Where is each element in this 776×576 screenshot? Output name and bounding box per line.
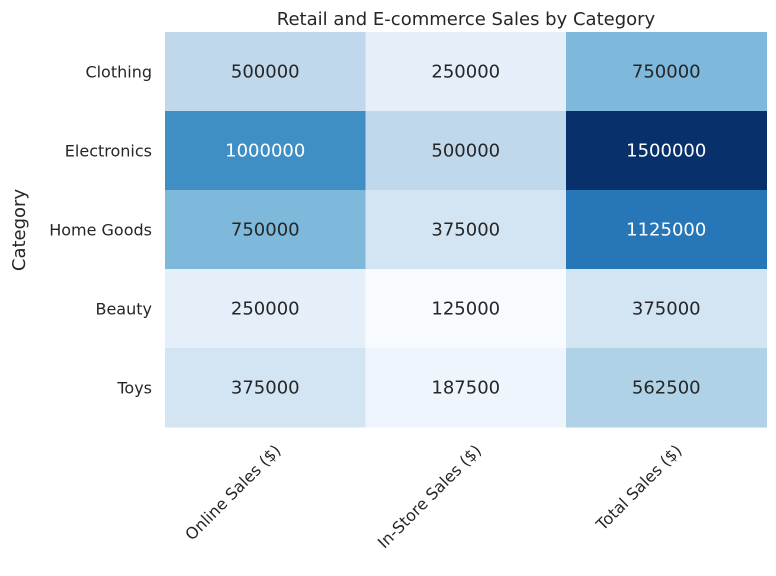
heatmap-cell bbox=[566, 269, 767, 349]
cell-value-label: 562500 bbox=[632, 378, 701, 399]
x-tick-label: In-Store Sales ($) bbox=[374, 441, 485, 552]
cell-value-label: 1500000 bbox=[626, 141, 706, 162]
cell-value-label: 500000 bbox=[431, 141, 500, 162]
cell-value-label: 125000 bbox=[431, 299, 500, 320]
cell-value-label: 250000 bbox=[431, 62, 500, 83]
y-tick-label: Beauty bbox=[95, 300, 152, 319]
heatmap-cell bbox=[566, 111, 767, 191]
heatmap-cell bbox=[566, 348, 767, 428]
cell-value-label: 750000 bbox=[632, 62, 701, 83]
cell-value-label: 375000 bbox=[632, 299, 701, 320]
heatmap-cell bbox=[365, 348, 567, 428]
chart-title: Retail and E-commerce Sales by Category bbox=[277, 9, 656, 30]
heatmap-cell bbox=[566, 190, 767, 270]
heatmap-cell bbox=[165, 190, 366, 270]
y-tick-label: Electronics bbox=[65, 142, 152, 161]
heatmap-cell bbox=[165, 111, 366, 191]
heatmap-cell bbox=[566, 32, 767, 112]
heatmap-cell bbox=[365, 111, 567, 191]
cell-value-label: 187500 bbox=[431, 378, 500, 399]
heatmap-cell bbox=[365, 190, 567, 270]
cell-value-label: 375000 bbox=[431, 220, 500, 241]
heatmap-cell bbox=[165, 32, 366, 112]
heatmap-cell bbox=[165, 348, 366, 428]
cell-value-label: 500000 bbox=[231, 62, 300, 83]
y-tick-label: Clothing bbox=[85, 63, 152, 82]
x-tick-labels: Online Sales ($) In-Store Sales ($) Total … bbox=[181, 441, 685, 552]
x-tick-label: Online Sales ($) bbox=[181, 441, 284, 544]
cell-value-label: 250000 bbox=[231, 299, 300, 320]
y-tick-labels: Clothing Electronics Home Goods Beauty Toys bbox=[49, 63, 152, 398]
cell-value-label: 1000000 bbox=[225, 141, 305, 162]
x-tick-label: Total Sales ($) bbox=[592, 441, 686, 535]
heatmap-cell bbox=[165, 269, 366, 349]
y-axis-label: Category bbox=[9, 189, 30, 272]
cell-value-label: 750000 bbox=[231, 220, 300, 241]
heatmap-cells: 500000 250000 750000 1000000 500000 1500000 75… bbox=[165, 32, 767, 428]
cell-value-label: 1125000 bbox=[626, 220, 706, 241]
heatmap-cell bbox=[365, 32, 567, 112]
cell-value-label: 375000 bbox=[231, 378, 300, 399]
y-tick-label: Home Goods bbox=[49, 221, 152, 240]
y-tick-label: Toys bbox=[116, 379, 152, 398]
heatmap-cell bbox=[365, 269, 567, 349]
